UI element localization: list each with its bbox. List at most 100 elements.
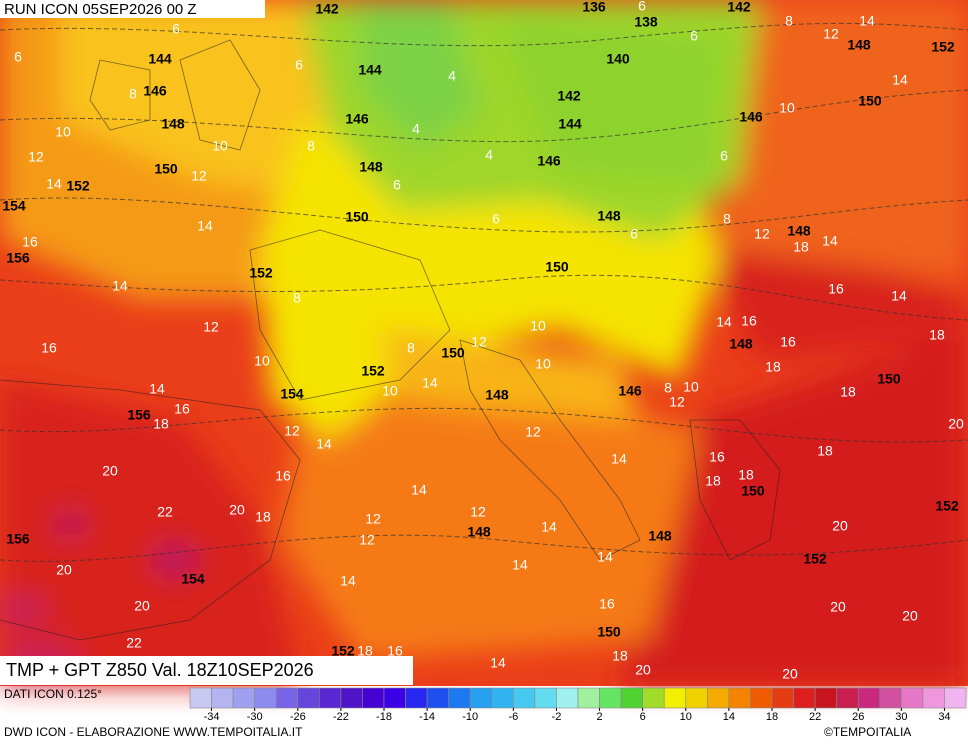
colorbar-box bbox=[189, 687, 212, 709]
colorbar-box bbox=[232, 687, 255, 709]
colorbar-tick-label: -26 bbox=[290, 711, 306, 723]
colorbar-box bbox=[836, 687, 859, 709]
temperature-label: 16 bbox=[780, 334, 796, 350]
temperature-label: 10 bbox=[382, 383, 398, 399]
colorbar-tick-label: -18 bbox=[376, 711, 392, 723]
colorbar-box bbox=[685, 687, 708, 709]
temperature-label: 20 bbox=[832, 518, 848, 534]
colorbar-box bbox=[922, 687, 945, 709]
colorbar-box bbox=[383, 687, 406, 709]
colorbar-box bbox=[491, 687, 514, 709]
colorbar-box bbox=[577, 687, 600, 709]
temperature-label: 8 bbox=[129, 86, 137, 102]
temperature-label: 18 bbox=[612, 648, 628, 664]
temperature-label: 12 bbox=[669, 394, 685, 410]
geopotential-label: 148 bbox=[485, 387, 509, 403]
geopotential-label: 150 bbox=[597, 624, 621, 640]
geopotential-label: 150 bbox=[441, 345, 465, 361]
temperature-label: 20 bbox=[56, 562, 72, 578]
geopotential-label: 152 bbox=[935, 498, 959, 514]
temperature-label: 6 bbox=[690, 28, 698, 44]
colorbar-tick-label: -14 bbox=[419, 711, 435, 723]
colorbar-tick-label: 18 bbox=[766, 711, 778, 723]
temperature-label: 12 bbox=[28, 149, 44, 165]
colorbar-tick-label: 34 bbox=[938, 711, 950, 723]
colorbar-box bbox=[469, 687, 493, 709]
temperature-label: 8 bbox=[293, 290, 301, 306]
temperature-label: 10 bbox=[254, 353, 270, 369]
temperature-label: 10 bbox=[55, 124, 71, 140]
temperature-label: 10 bbox=[212, 138, 228, 154]
colorbar-box bbox=[663, 687, 687, 709]
colorbar-box bbox=[362, 687, 385, 709]
geopotential-label: 150 bbox=[154, 161, 178, 177]
geopotential-label: 150 bbox=[545, 259, 569, 275]
temperature-label: 4 bbox=[448, 68, 456, 84]
copyright: ©TEMPOITALIA bbox=[824, 725, 911, 739]
colorbar-box bbox=[254, 687, 277, 709]
temperature-label: 6 bbox=[630, 226, 638, 242]
temperature-label: 20 bbox=[830, 599, 846, 615]
geopotential-label: 154 bbox=[181, 571, 205, 587]
temperature-label: 16 bbox=[741, 313, 757, 329]
temperature-label: 14 bbox=[859, 13, 875, 29]
temperature-label: 8 bbox=[407, 340, 415, 356]
temperature-label: 20 bbox=[102, 463, 118, 479]
temperature-label: 14 bbox=[611, 451, 627, 467]
geopotential-label: 148 bbox=[467, 524, 491, 540]
temperature-label: 20 bbox=[902, 608, 918, 624]
temperature-label: 20 bbox=[948, 416, 964, 432]
geopotential-label: 154 bbox=[280, 386, 304, 402]
geopotential-label: 148 bbox=[847, 37, 871, 53]
geopotential-label: 152 bbox=[66, 178, 90, 194]
colorbar-tick-label: 6 bbox=[640, 711, 646, 723]
colorbar-box bbox=[857, 687, 881, 709]
colorbar-tick-label: -2 bbox=[552, 711, 562, 723]
colorbar-box bbox=[340, 687, 363, 709]
geopotential-label: 152 bbox=[931, 39, 955, 55]
field-box bbox=[0, 656, 413, 685]
colorbar-box bbox=[534, 687, 557, 709]
colorbar-tick-label: -10 bbox=[462, 711, 478, 723]
geopotential-label: 152 bbox=[803, 551, 827, 567]
colorbar-box bbox=[211, 687, 234, 709]
temperature-label: 14 bbox=[891, 288, 907, 304]
temperature-label: 16 bbox=[22, 234, 38, 250]
colorbar-box bbox=[319, 687, 342, 709]
colorbar-box bbox=[901, 687, 924, 709]
temperature-label: 18 bbox=[738, 467, 754, 483]
temperature-label: 12 bbox=[823, 26, 839, 42]
colorbar: -34 -30 -26 -22 -18 -14 -10 -6 -2 2 6 10 14 18 22 26 30 3… bbox=[189, 687, 967, 723]
colorbar-box bbox=[513, 687, 536, 709]
colorbar-box bbox=[944, 687, 967, 709]
temperature-label: 6 bbox=[295, 57, 303, 73]
run-title: RUN ICON 05SEP2026 00 Z bbox=[4, 1, 197, 18]
geopotential-label: 146 bbox=[345, 111, 369, 127]
temperature-label: 18 bbox=[765, 359, 781, 375]
temperature-label: 8 bbox=[664, 380, 672, 396]
temperature-label: 4 bbox=[412, 121, 420, 137]
geopotential-label: 152 bbox=[331, 643, 355, 659]
source-note: DATI ICON 0.125° bbox=[4, 687, 102, 701]
temperature-label: 6 bbox=[492, 211, 500, 227]
temperature-label: 22 bbox=[126, 635, 142, 651]
temperature-label: 16 bbox=[41, 340, 57, 356]
geopotential-label: 148 bbox=[787, 223, 811, 239]
colorbar-box bbox=[556, 687, 579, 709]
temperature-label: 14 bbox=[822, 233, 838, 249]
temperature-label: 4 bbox=[485, 147, 493, 163]
colorbar-box bbox=[814, 687, 837, 709]
colorbar-box bbox=[642, 687, 665, 709]
temperature-label: 12 bbox=[365, 511, 381, 527]
colorbar-box bbox=[275, 687, 299, 709]
geopotential-label: 146 bbox=[143, 83, 167, 99]
header-box bbox=[0, 0, 265, 18]
temperature-label: 14 bbox=[490, 655, 506, 671]
colorbar-box bbox=[707, 687, 730, 709]
temperature-label: 18 bbox=[793, 239, 809, 255]
geopotential-label: 148 bbox=[359, 159, 383, 175]
colorbar-tick-label: 14 bbox=[723, 711, 735, 723]
temperature-label: 12 bbox=[470, 504, 486, 520]
